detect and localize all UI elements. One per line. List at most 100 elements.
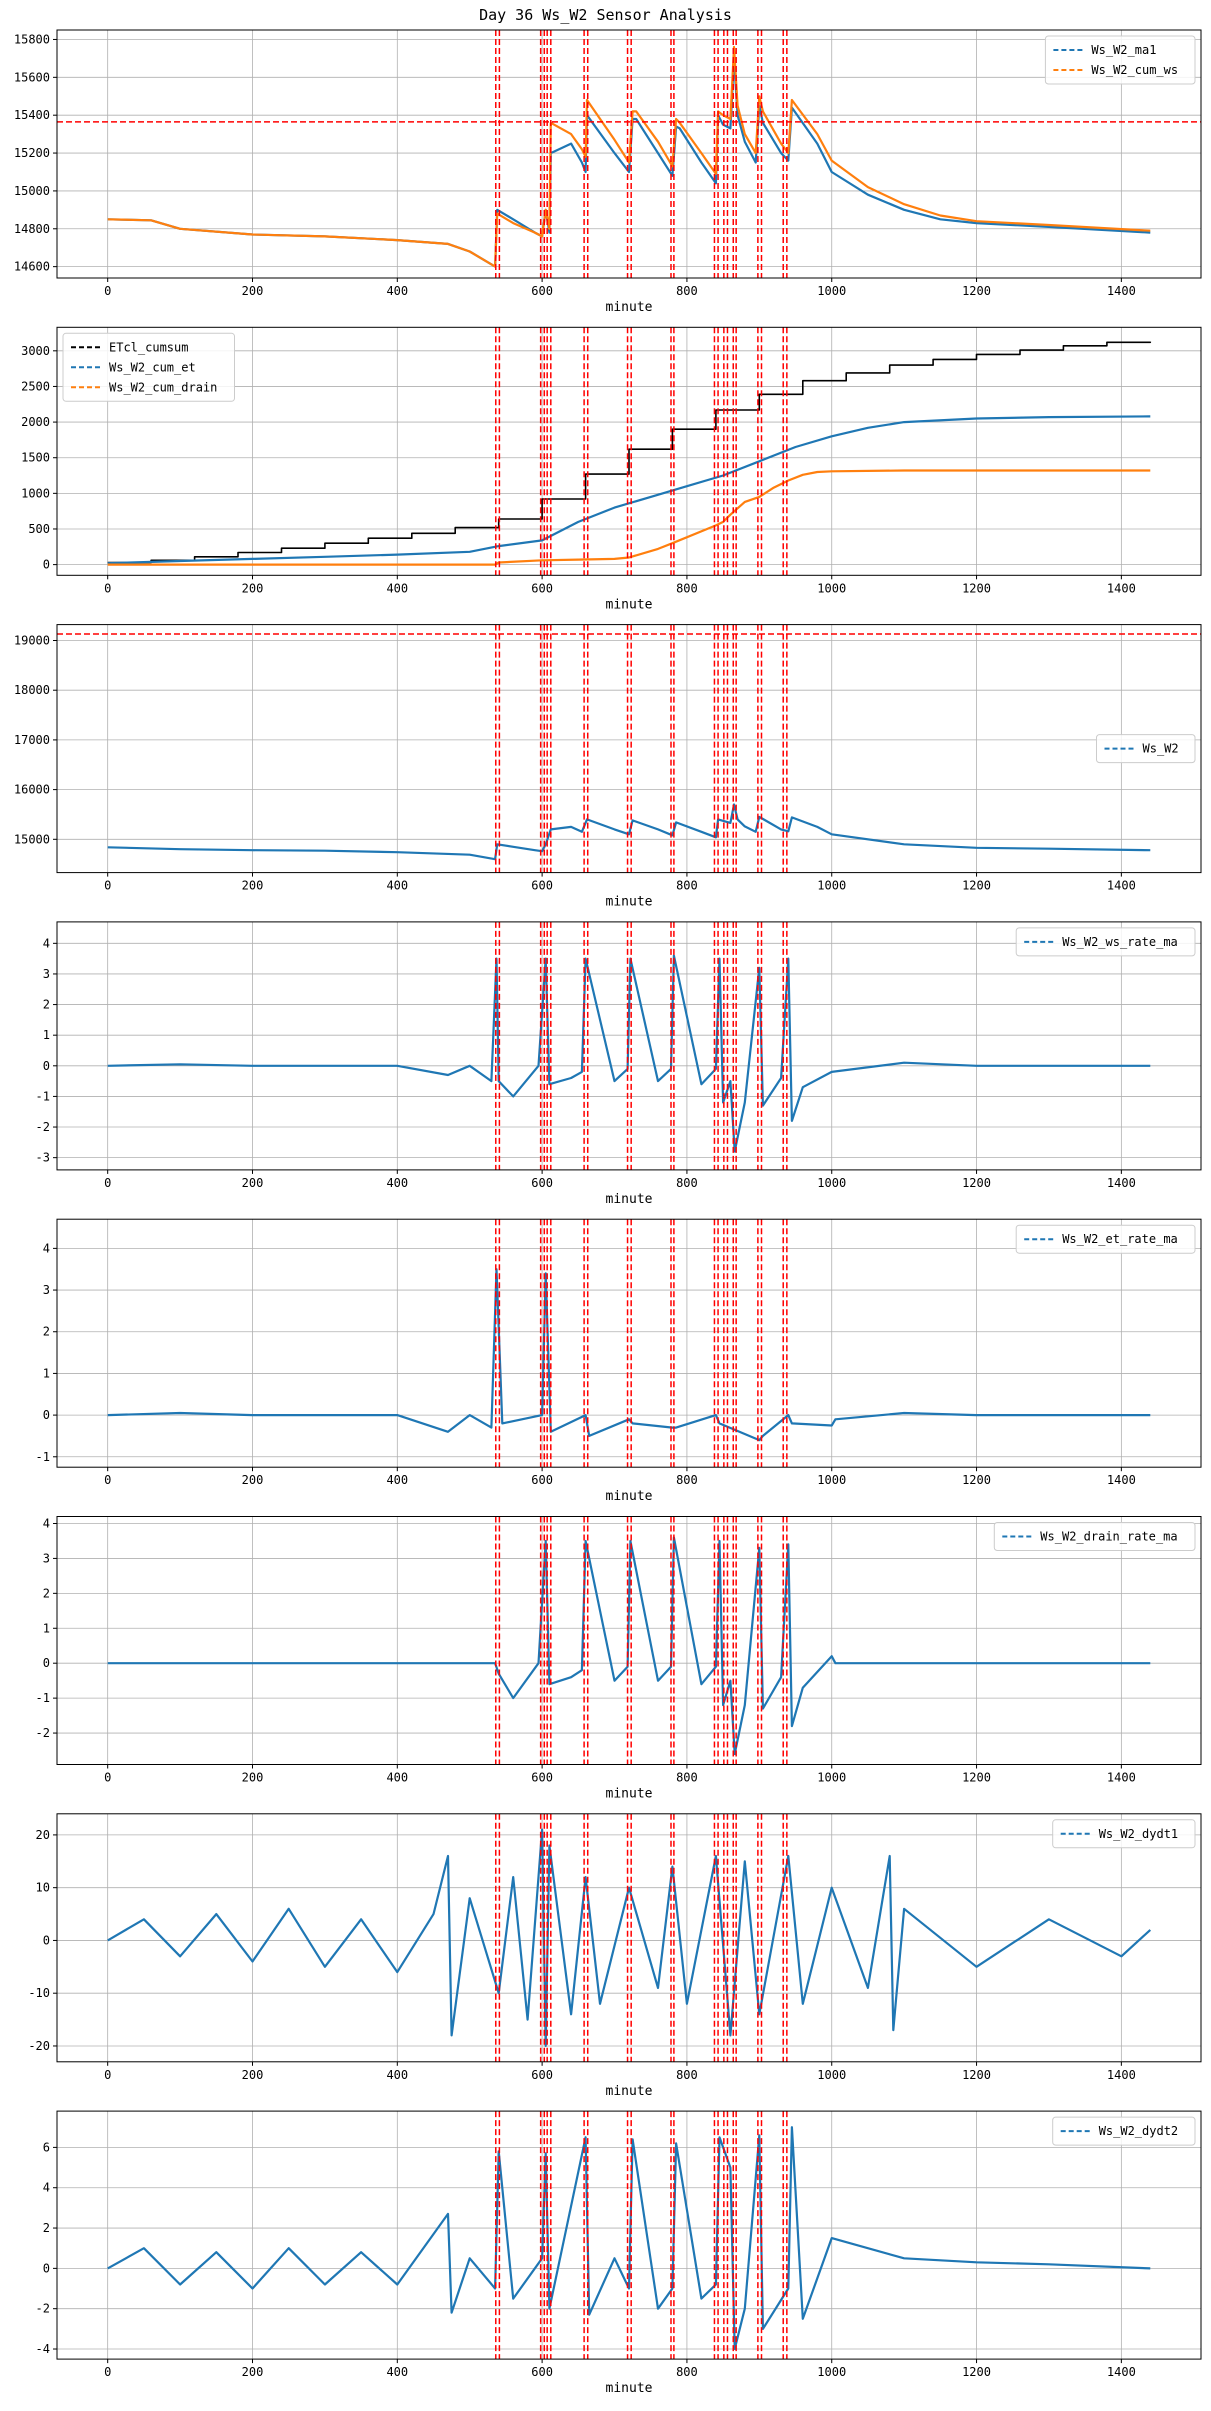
x-tick-label: 1400 — [1107, 1473, 1136, 1487]
legend-label: Ws_W2_et_rate_ma — [1062, 1232, 1178, 1246]
chart-panel-2: 0 200 400 600 800 1000 1200 1400 0 500 1000 1500 200… — [21, 326, 1202, 612]
plot-area — [107, 327, 1152, 576]
x-tick-label: 1200 — [962, 1771, 991, 1785]
y-tick-label: 15000 — [14, 184, 50, 198]
chart-panel-8: 0 200 400 600 800 1000 1200 1400 -4 -2 0 2 4 6 minute W… — [36, 2110, 1202, 2396]
x-tick-label: 0 — [104, 1176, 111, 1190]
axes-frame — [56, 1218, 1202, 1468]
panels: 0 200 400 600 800 1000 1200 1400146001480015000… — [14, 29, 1202, 2396]
y-tick-label: 6 — [43, 2140, 50, 2154]
x-tick-label: 600 — [531, 1176, 553, 1190]
y-tick-label: 0 — [43, 1059, 50, 1073]
x-tick-label: 800 — [676, 879, 698, 893]
x-tick-label: 400 — [386, 2365, 408, 2379]
legend: Ws_W2_ma1 Ws_W2_cum_ws — [1044, 35, 1196, 85]
axes-frame — [56, 1516, 1202, 1765]
chart-panel-1: 0 200 400 600 800 1000 1200 1400 14600 14800 15000… — [14, 29, 1202, 315]
x-tick-label: 400 — [386, 284, 408, 298]
x-tick-label: 1400 — [1107, 1176, 1136, 1190]
x-tick-label: 800 — [676, 1473, 698, 1487]
x-axis-label: minute — [606, 2381, 653, 2396]
x-tick-label: 0 — [104, 581, 111, 595]
y-tick-label: 18000 — [14, 683, 50, 697]
legend-label: Ws_W2_cum_drain — [109, 380, 217, 394]
legend-label: Ws_W2_drain_rate_ma — [1040, 1530, 1177, 1544]
x-tick-label: 1400 — [1107, 2365, 1136, 2379]
x-tick-label: 1000 — [817, 2068, 846, 2082]
figure-title: Day 36 Ws_W2 Sensor Analysis — [479, 6, 732, 24]
y-tick-label: 10 — [36, 1881, 50, 1895]
x-axis-label: minute — [606, 1787, 653, 1802]
y-tick-label: 1 — [43, 1621, 50, 1635]
x-tick-label: 400 — [386, 1771, 408, 1785]
x-tick-label: 200 — [242, 1176, 264, 1190]
x-axis-label: minute — [606, 895, 653, 910]
x-tick-label: 200 — [242, 581, 264, 595]
plot-area — [107, 1813, 1152, 2062]
y-tick-label: 500 — [28, 522, 50, 536]
y-tick-label: 0 — [43, 1933, 50, 1947]
series-line-Ws_W2_dydt2 — [107, 2126, 1151, 2351]
x-tick-label: 800 — [676, 1176, 698, 1190]
plot-area — [107, 1219, 1151, 1468]
x-tick-label: 1400 — [1107, 1771, 1136, 1785]
x-axis-label: minute — [606, 597, 653, 612]
x-tick-label: 1200 — [962, 1473, 991, 1487]
legend-box — [1096, 734, 1196, 764]
chart-panel-6: 0 200 400 600 800 1000 1200 1400 -2 -1 0 1 2 3 4 minute… — [36, 1516, 1202, 1802]
x-tick-label: 200 — [242, 284, 264, 298]
x-tick-label: 1200 — [962, 2365, 991, 2379]
legend-label: Ws_W2_cum_ws — [1091, 63, 1178, 77]
y-tick-label: 3 — [43, 967, 50, 981]
legend: Ws_W2 — [1096, 734, 1196, 764]
x-tick-label: 600 — [531, 2365, 553, 2379]
x-tick-label: 600 — [531, 2068, 553, 2082]
y-tick-label: 3 — [43, 1283, 50, 1297]
y-tick-label: 17000 — [14, 733, 50, 747]
x-tick-label: 800 — [676, 2068, 698, 2082]
y-tick-label: -4 — [36, 2342, 50, 2356]
y-tick-label: 16000 — [14, 783, 50, 797]
legend-label: Ws_W2 — [1143, 742, 1179, 756]
y-tick-label: 4 — [43, 1516, 50, 1530]
y-tick-label: 0 — [43, 1408, 50, 1422]
x-tick-label: 0 — [104, 2068, 111, 2082]
y-tick-label: 20 — [36, 1828, 50, 1842]
x-tick-label: 1400 — [1107, 284, 1136, 298]
legend-label: Ws_W2_ma1 — [1091, 43, 1156, 57]
chart-panel-5: 0 200 400 600 800 1000 1200 1400 -1 0 1 2 3 4 minute Ws… — [36, 1218, 1202, 1504]
x-tick-label: 200 — [242, 2365, 264, 2379]
x-tick-label: 0 — [104, 284, 111, 298]
x-tick-label: 1000 — [817, 1771, 846, 1785]
x-tick-label: 1200 — [962, 581, 991, 595]
axes-frame — [56, 624, 1202, 874]
y-tick-label: 2 — [43, 1586, 50, 1600]
x-tick-label: 200 — [242, 1473, 264, 1487]
plot-area — [57, 624, 1201, 873]
x-tick-label: 600 — [531, 581, 553, 595]
y-tick-label: 15400 — [14, 108, 50, 122]
x-tick-label: 200 — [242, 879, 264, 893]
x-tick-label: 1000 — [817, 284, 846, 298]
x-tick-label: 1200 — [962, 2068, 991, 2082]
plot-area — [107, 2111, 1151, 2360]
chart-panel-7: 0 200 400 600 800 1000 1200 1400 -20 -10 0 10 20 minu… — [28, 1813, 1202, 2099]
axes-frame — [56, 2110, 1202, 2360]
y-tick-label: 19000 — [14, 634, 50, 648]
legend-box — [993, 1522, 1196, 1551]
x-tick-label: 800 — [676, 284, 698, 298]
x-tick-label: 1000 — [817, 2365, 846, 2379]
legend-box — [1015, 927, 1196, 957]
y-tick-label: -3 — [36, 1151, 50, 1165]
x-tick-label: 400 — [386, 2068, 408, 2082]
y-tick-label: 4 — [43, 1241, 50, 1255]
legend: Ws_W2_dydt2 — [1052, 2116, 1196, 2146]
x-tick-label: 0 — [104, 1771, 111, 1785]
series-line-Ws_W2_drain_rate_ma — [107, 1536, 1151, 1756]
x-tick-label: 1200 — [962, 284, 991, 298]
x-tick-label: 1000 — [817, 1176, 846, 1190]
x-tick-label: 0 — [104, 1473, 111, 1487]
series-line-Ws_W2_ws_rate_ma — [107, 954, 1151, 1153]
plot-area — [107, 921, 1151, 1170]
y-tick-label: 4 — [43, 936, 50, 950]
